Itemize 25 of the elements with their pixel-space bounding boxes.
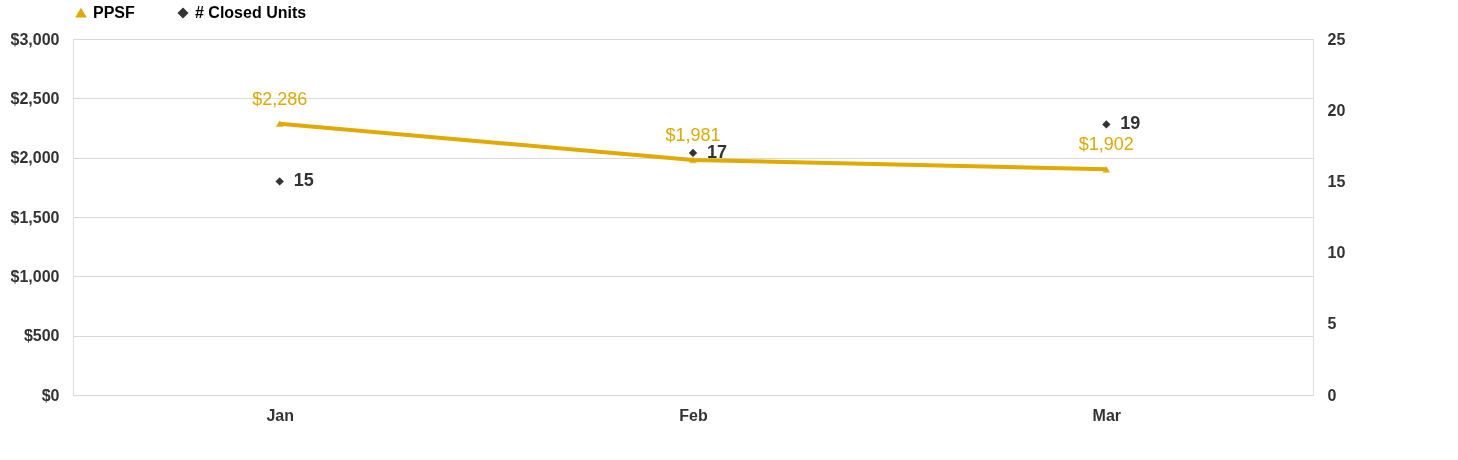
- legend-label: PPSF: [93, 4, 136, 21]
- point: [1102, 120, 1111, 129]
- point: [275, 177, 284, 186]
- data-label: 19: [1120, 113, 1141, 134]
- y-tick-label: $2,500: [10, 89, 60, 107]
- y-tick-label: $2,000: [10, 149, 60, 167]
- y2-tick-label: 25: [1327, 30, 1346, 48]
- y2-tick-label: 5: [1327, 315, 1337, 333]
- y-tick-label: $0: [41, 386, 60, 404]
- legend-label: # Closed Units: [195, 4, 307, 21]
- y-tick-label: $1,000: [10, 267, 60, 285]
- y-tick-label: $3,000: [10, 30, 60, 48]
- data-label: 15: [293, 170, 314, 191]
- y2-tick-label: 0: [1327, 386, 1337, 404]
- data-label: $2,286: [252, 88, 308, 109]
- x-tick-label: Feb: [679, 406, 708, 424]
- x-tick-label: Mar: [1092, 406, 1122, 424]
- y-tick-label: $1,500: [10, 208, 60, 226]
- y-tick-label: $500: [23, 327, 60, 345]
- y2-tick-label: 20: [1327, 101, 1346, 119]
- y2-tick-label: 15: [1327, 172, 1346, 190]
- x-tick-label: Jan: [266, 406, 294, 424]
- y2-tick-label: 10: [1327, 244, 1346, 262]
- data-label: $1,902: [1078, 134, 1134, 155]
- point: [688, 148, 698, 158]
